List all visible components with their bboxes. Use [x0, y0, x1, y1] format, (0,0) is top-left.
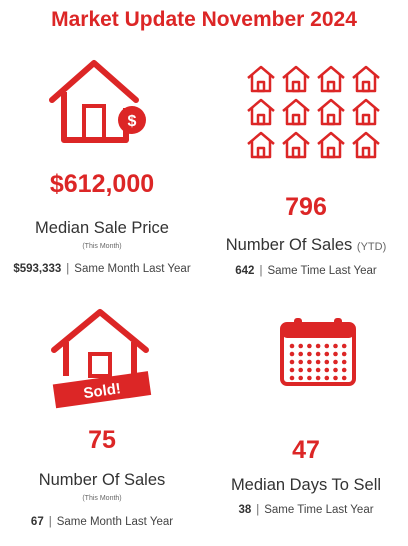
median-price-label: Median Sale Price — [35, 219, 169, 237]
calendar-day-dot — [333, 343, 338, 349]
calendar-day-dot — [341, 343, 347, 349]
small-house-icon — [317, 131, 345, 159]
median-price-compare-text: Same Month Last Year — [74, 263, 191, 275]
calendar-day-dot — [315, 351, 321, 357]
calendar-day-dot — [341, 359, 347, 365]
days-to-sell-value: 47 — [292, 436, 320, 464]
calendar-day-dot — [324, 375, 330, 381]
small-house-icon — [352, 98, 380, 126]
calendar-day-dot — [289, 343, 295, 349]
calendar-day-dot — [324, 367, 330, 373]
calendar-day-dot — [341, 375, 347, 381]
houses-grid-icon — [247, 65, 380, 159]
median-price-value: $612,000 — [49, 170, 155, 198]
svg-text:$: $ — [128, 113, 137, 130]
house-dollar-icon: $ — [49, 60, 146, 143]
monthly-sales-label: Number Of Sales — [38, 471, 166, 489]
calendar-day-dot — [289, 367, 295, 373]
calendar-day-dot — [307, 367, 312, 373]
page-title: Market Update November 2024 — [51, 8, 357, 31]
monthly-sales-value: 75 — [88, 426, 116, 454]
small-house-icon — [352, 131, 380, 159]
calendar-day-dot — [307, 343, 312, 349]
calendar-day-dot — [324, 359, 330, 365]
ytd-sales-value: 796 — [285, 193, 327, 221]
days-to-sell-compare-value: 38 — [238, 504, 252, 516]
small-house-icon — [352, 65, 380, 93]
days-to-sell-label: Median Days To Sell — [230, 476, 382, 494]
calendar-day-dot — [298, 343, 303, 349]
calendar-day-dot — [324, 343, 330, 349]
calendar-day-dot — [307, 375, 312, 381]
calendar-day-dot — [333, 351, 338, 357]
ytd-sales-label-suffix: (YTD) — [356, 241, 387, 253]
ytd-sales-compare-value: 642 — [235, 265, 255, 277]
calendar-day-dot — [341, 367, 347, 373]
small-house-icon — [282, 98, 310, 126]
calendar-day-dot — [333, 375, 338, 381]
calendar-day-dot — [298, 367, 303, 373]
calendar-day-dot — [298, 359, 303, 365]
calendar-day-dot — [333, 367, 338, 373]
small-house-icon — [317, 98, 345, 126]
small-house-icon — [317, 65, 345, 93]
monthly-sales-compare-text: Same Month Last Year — [56, 516, 174, 528]
monthly-sales-compare-value: 67 — [30, 516, 44, 528]
ytd-sales-label: Number Of Sales — [225, 236, 353, 254]
monthly-sales-sub: (This Month) — [82, 495, 122, 502]
small-house-icon — [247, 98, 275, 126]
calendar-day-dot — [324, 351, 330, 357]
calendar-day-dot — [333, 359, 338, 365]
calendar-day-dot — [307, 359, 312, 365]
median-price-compare-value: $593,333 — [13, 263, 62, 275]
small-house-icon — [247, 131, 275, 159]
calendar-day-dot — [315, 359, 321, 365]
days-to-sell-compare-text: Same Time Last Year — [264, 504, 374, 516]
small-house-icon — [282, 65, 310, 93]
calendar-day-dot — [341, 351, 347, 357]
calendar-day-dot — [289, 359, 295, 365]
calendar-day-dot — [315, 375, 321, 381]
calendar-day-dot — [298, 351, 303, 357]
calendar-icon — [280, 318, 356, 386]
median-price-sub: (This Month) — [82, 243, 122, 250]
calendar-day-dot — [298, 375, 303, 381]
calendar-day-dot — [315, 367, 321, 373]
calendar-day-dot — [289, 351, 295, 357]
ytd-sales-compare-text: Same Time Last Year — [267, 265, 377, 277]
calendar-day-dot — [315, 343, 321, 349]
house-sold-icon: Sold! — [51, 309, 152, 409]
sold-badge: Sold! — [82, 380, 122, 402]
calendar-day-dot — [289, 375, 295, 381]
calendar-day-dot — [307, 351, 312, 357]
small-house-icon — [282, 131, 310, 159]
small-house-icon — [247, 65, 275, 93]
